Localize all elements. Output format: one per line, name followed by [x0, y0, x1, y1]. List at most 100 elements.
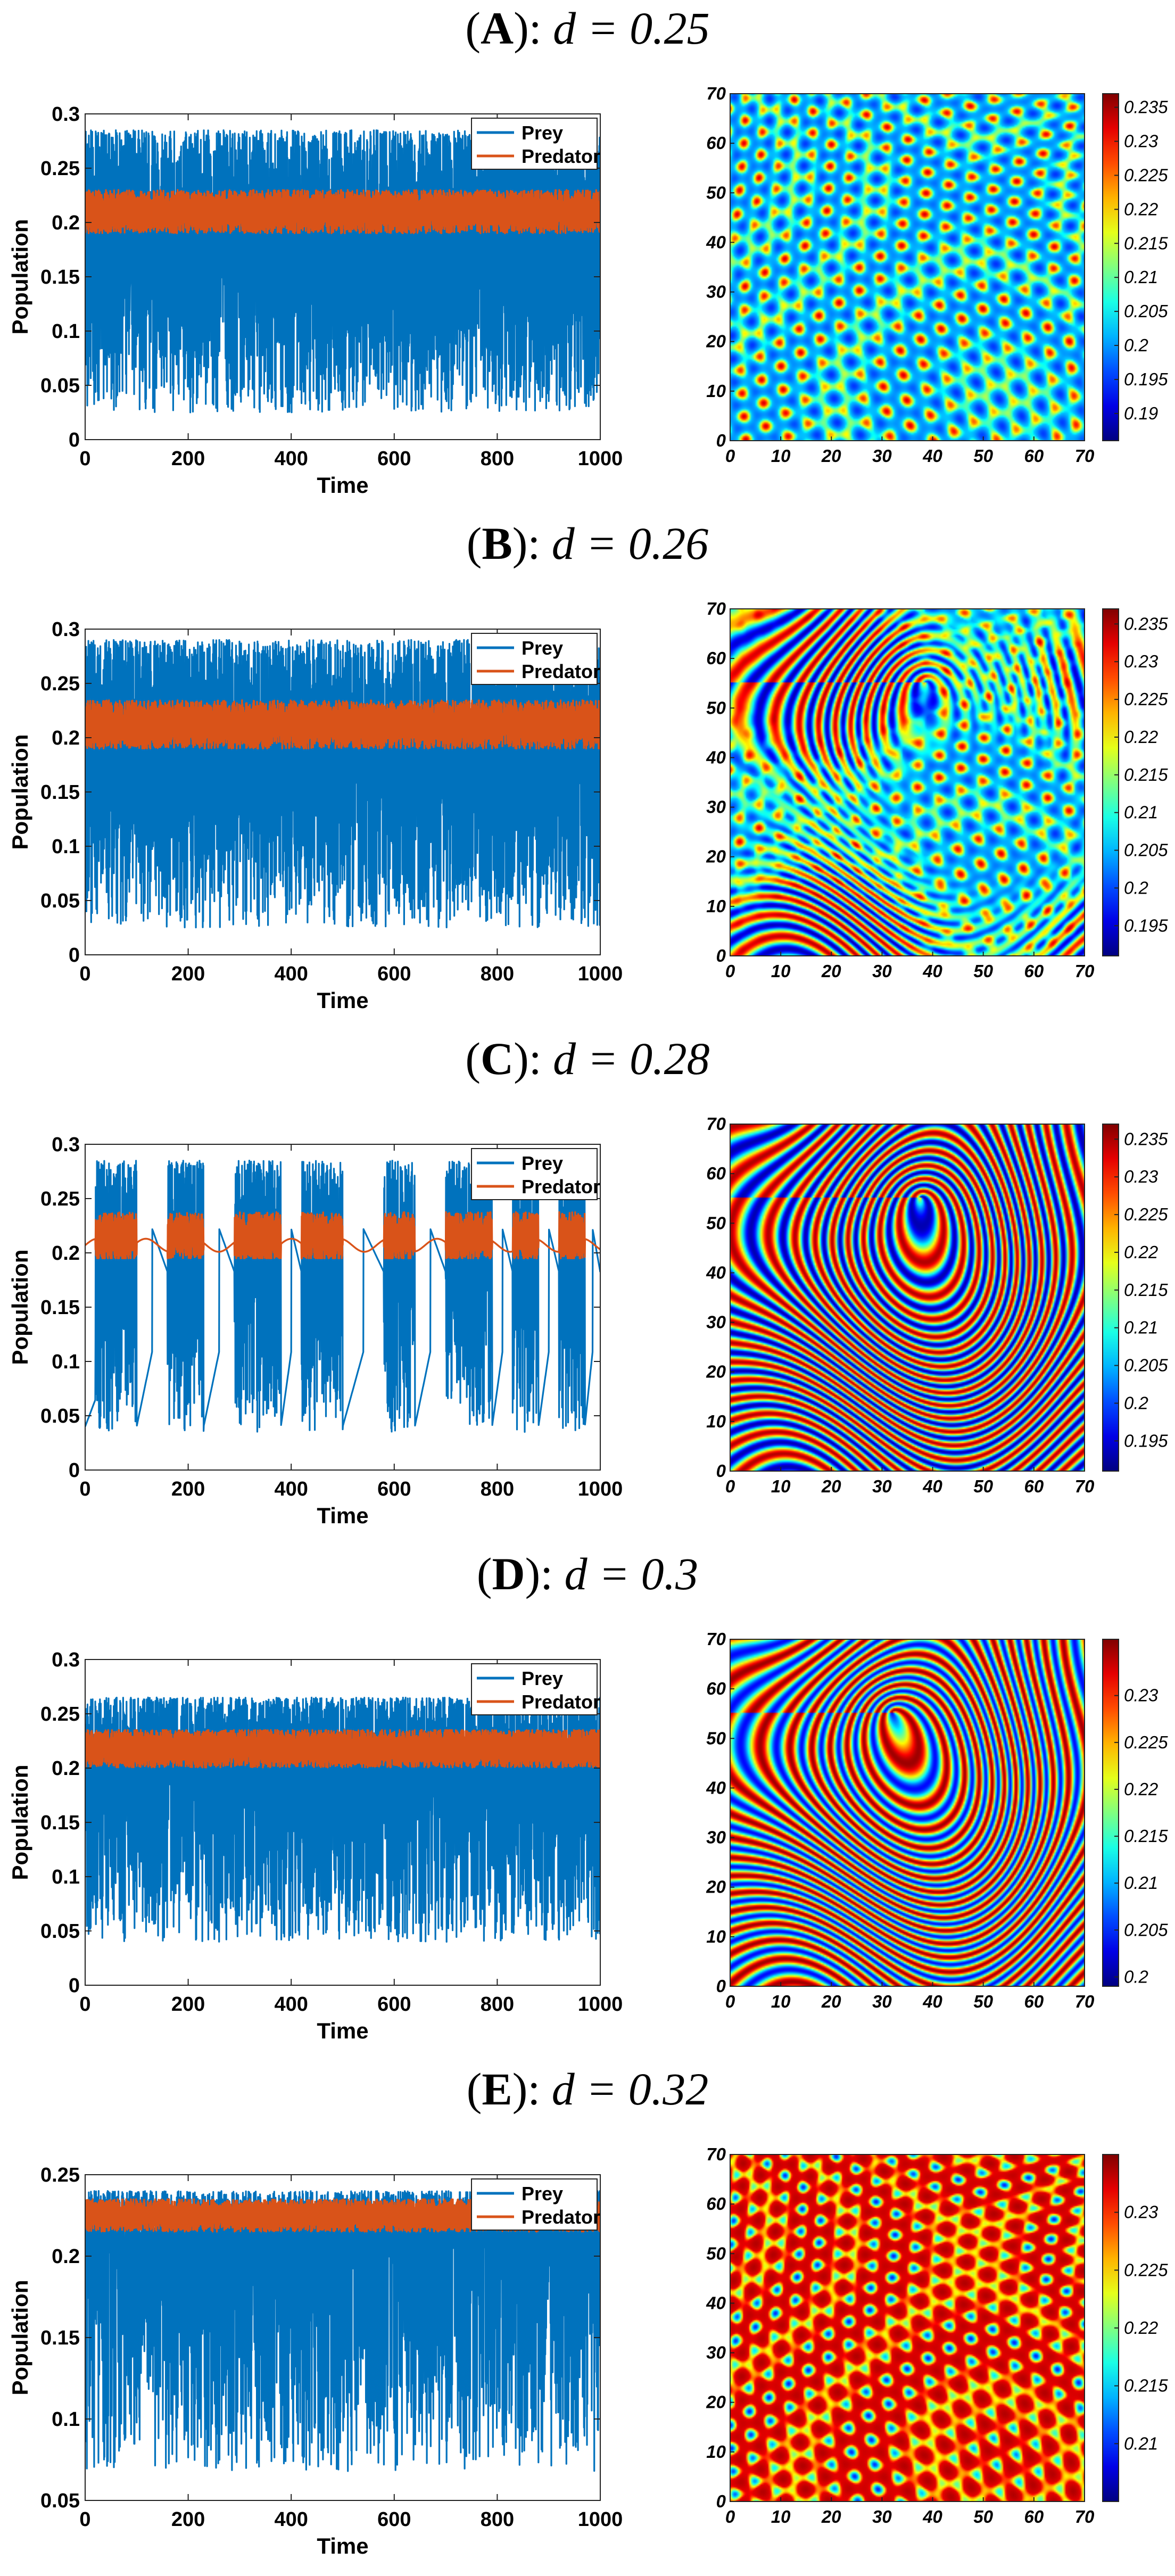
- heatmap-image: [730, 94, 1085, 441]
- x-tick-label: 600: [377, 448, 411, 470]
- legend-box: [471, 2178, 598, 2231]
- heatmap-x-tick-label: 60: [1024, 1992, 1044, 2011]
- legend-label-predator: Predator: [522, 1176, 600, 1198]
- x-tick-label: 0: [79, 2508, 90, 2531]
- y-tick-label: 0.2: [52, 1757, 80, 1780]
- panel-label: E: [482, 2063, 512, 2115]
- x-tick-label: 800: [481, 2508, 514, 2531]
- heatmap-y-tick-label: 50: [706, 2243, 726, 2263]
- colorbar-tick-label: 0.195: [1124, 369, 1168, 389]
- colorbar-tick-label: 0.235: [1124, 614, 1168, 633]
- panel-param: d = 0.25: [553, 3, 710, 54]
- x-axis-label: Time: [317, 1503, 368, 1528]
- panel-param: d = 0.26: [552, 518, 709, 569]
- heatmap-x-tick-label: 40: [922, 961, 942, 981]
- series-line-prey: [85, 1160, 600, 1433]
- heatmap-x-tick-label: 20: [821, 446, 841, 466]
- heatmap-y-tick-label: 70: [706, 599, 726, 618]
- heatmap-y-tick-label: 10: [706, 1927, 726, 1946]
- panel-A: (A): d = 0.250 200 400 600 800 100000.050.10.…: [7, 3, 1168, 498]
- colorbar: 0.195 0.2 0.205 0.21 0.215 0.22 0.225 0.23 0.235: [1102, 608, 1168, 956]
- y-tick-label: 0.1: [52, 2408, 80, 2431]
- x-tick-label: 600: [377, 963, 411, 985]
- colorbar-tick-label: 0.235: [1124, 97, 1168, 117]
- x-tick-label: 400: [274, 1993, 308, 2016]
- heatmap-x-tick-label: 50: [973, 1476, 993, 1496]
- pattern-heatmap: 0 10 20 30 40 50 60 700102030405060700.1950.20.…: [706, 599, 1168, 981]
- panel-param: d = 0.3: [565, 1548, 699, 1599]
- heatmap-y-tick-label: 10: [706, 1411, 726, 1431]
- heatmap-y-tick-label: 30: [706, 2343, 726, 2363]
- series-line-prey: [85, 1696, 600, 1943]
- y-tick-label: 0.05: [40, 1920, 80, 1943]
- colorbar-tick-label: 0.215: [1124, 2376, 1168, 2396]
- legend-label-prey: Prey: [522, 637, 563, 659]
- panel-C: (C): d = 0.280 200 400 600 800 100000.050.10.…: [7, 1033, 1168, 1528]
- timeseries-chart: 0 200 400 600 800 1000 0 0.05 0.1 0.15 0.2 0.25 0.3 T…: [7, 1134, 623, 1528]
- legend-label-predator: Predator: [522, 1691, 600, 1713]
- y-tick-label: 0.05: [40, 2490, 80, 2512]
- heatmap-y-tick-label: 0: [716, 1461, 726, 1481]
- y-tick-label: 0: [69, 429, 80, 451]
- colorbar-tick-label: 0.215: [1124, 1280, 1168, 1300]
- colorbar: 0.21 0.215 0.22 0.225 0.23: [1102, 2154, 1168, 2502]
- y-tick-label: 0.1: [52, 1866, 80, 1888]
- heatmap-y-tick-label: 40: [706, 1262, 726, 1282]
- x-tick-label: 800: [481, 1478, 514, 1500]
- colorbar-tick-label: 0.23: [1124, 1686, 1159, 1705]
- heatmap-y-tick-label: 40: [706, 2293, 726, 2313]
- series-line-predator: [85, 1211, 600, 1259]
- x-tick-label: 0: [79, 963, 90, 985]
- y-axis-label: Population: [7, 219, 32, 335]
- heatmap-y-tick-label: 20: [706, 332, 726, 351]
- colorbar-tick-label: 0.23: [1124, 2202, 1159, 2222]
- heatmap-y-tick-label: 10: [706, 896, 726, 916]
- heatmap-x-tick-label: 20: [821, 1476, 841, 1496]
- y-axis-label: Population: [7, 2280, 32, 2396]
- panel-title: (E): d = 0.32: [467, 2063, 709, 2115]
- heatmap-x-tick-label: 50: [973, 446, 993, 466]
- heatmap-x-tick-label: 10: [771, 1992, 791, 2011]
- legend-box: [471, 633, 598, 685]
- heatmap-y-tick-label: 50: [706, 698, 726, 717]
- heatmap-y-tick-label: 70: [706, 1114, 726, 1134]
- heatmap-x-tick-label: 30: [872, 2507, 892, 2527]
- heatmap-y-tick-label: 0: [716, 2491, 726, 2511]
- series-line-prey: [85, 129, 600, 414]
- colorbar-tick-label: 0.2: [1124, 1393, 1148, 1413]
- heatmap-x-tick-label: 20: [821, 961, 841, 981]
- heatmap-y-tick-label: 40: [706, 747, 726, 767]
- heatmap-x-tick-label: 60: [1024, 961, 1044, 981]
- colorbar-tick-label: 0.2: [1124, 335, 1148, 355]
- x-tick-label: 800: [481, 1993, 514, 2016]
- heatmap-y-tick-label: 30: [706, 1312, 726, 1332]
- colorbar-tick-label: 0.21: [1124, 2433, 1158, 2453]
- colorbar-tick-label: 0.22: [1124, 1242, 1158, 1262]
- heatmap-frame: [730, 1124, 1085, 1472]
- x-axis-label: Time: [317, 473, 368, 498]
- colorbar-tick-label: 0.225: [1124, 165, 1168, 185]
- series-line-prey: [85, 2190, 600, 2472]
- y-tick-label: 0.05: [40, 890, 80, 912]
- pattern-heatmap: 0 10 20 30 40 50 60 700102030405060700.210.2150…: [706, 2144, 1168, 2527]
- colorbar-tick-label: 0.23: [1124, 131, 1159, 151]
- colorbar-tick-label: 0.195: [1124, 1431, 1168, 1450]
- colorbar: 0.2 0.205 0.21 0.215 0.22 0.225 0.23: [1102, 1639, 1168, 1987]
- y-tick-label: 0: [69, 1975, 80, 1997]
- heatmap-y-tick-label: 70: [706, 2144, 726, 2164]
- legend-label-predator: Predator: [522, 145, 600, 167]
- heatmap-x-tick-label: 0: [725, 961, 735, 981]
- colorbar-tick-label: 0.225: [1124, 689, 1168, 709]
- heatmap-frame: [730, 2154, 1085, 2502]
- colorbar-gradient: [1102, 1639, 1119, 1987]
- colorbar-tick-label: 0.195: [1124, 915, 1168, 935]
- panel-title: (B): d = 0.26: [467, 518, 709, 569]
- y-tick-label: 0.25: [40, 1703, 80, 1725]
- heatmap-x-tick-label: 20: [821, 1992, 841, 2011]
- series-line-prey: [85, 639, 600, 929]
- y-tick-label: 0.15: [40, 1297, 80, 1319]
- heatmap-x-tick-label: 60: [1024, 446, 1044, 466]
- timeseries-chart: 0 200 400 600 800 1000 0.05 0.1 0.15 0.2 0.25 Time P…: [7, 2164, 623, 2558]
